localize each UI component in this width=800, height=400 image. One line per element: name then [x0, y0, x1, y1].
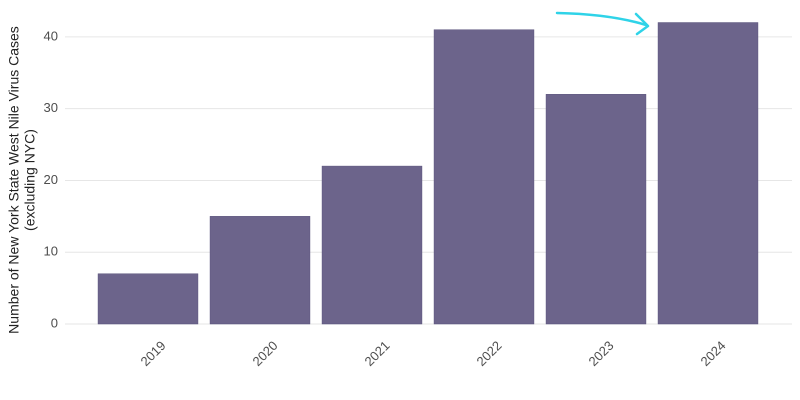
y-axis-title: (excluding NYC) [22, 129, 38, 231]
bar [321, 165, 423, 325]
bar [433, 29, 535, 325]
x-tick-label: 2023 [585, 338, 616, 369]
x-tick-label: 2024 [697, 338, 728, 369]
y-tick-label: 20 [44, 172, 58, 187]
bar [545, 94, 647, 325]
y-tick-label: 30 [44, 100, 58, 115]
bar [657, 22, 759, 325]
y-tick-label: 40 [44, 28, 58, 43]
y-tick-label: 10 [44, 244, 58, 259]
y-axis-title: Number of New York State West Nile Virus… [6, 26, 22, 334]
bar [97, 273, 199, 325]
bar [209, 216, 311, 325]
y-tick-label: 0 [51, 315, 58, 330]
x-tick-label: 2020 [249, 338, 280, 369]
annotation-arrow [555, 11, 648, 27]
plot-area: 0 10 20 30 40 2019 2020 2021 2022 2023 2024 [44, 22, 792, 369]
x-tick-label: 2019 [137, 338, 168, 369]
x-tick-label: 2022 [473, 338, 504, 369]
annotation-arrowhead [634, 12, 650, 36]
x-tick-label: 2021 [361, 338, 392, 369]
